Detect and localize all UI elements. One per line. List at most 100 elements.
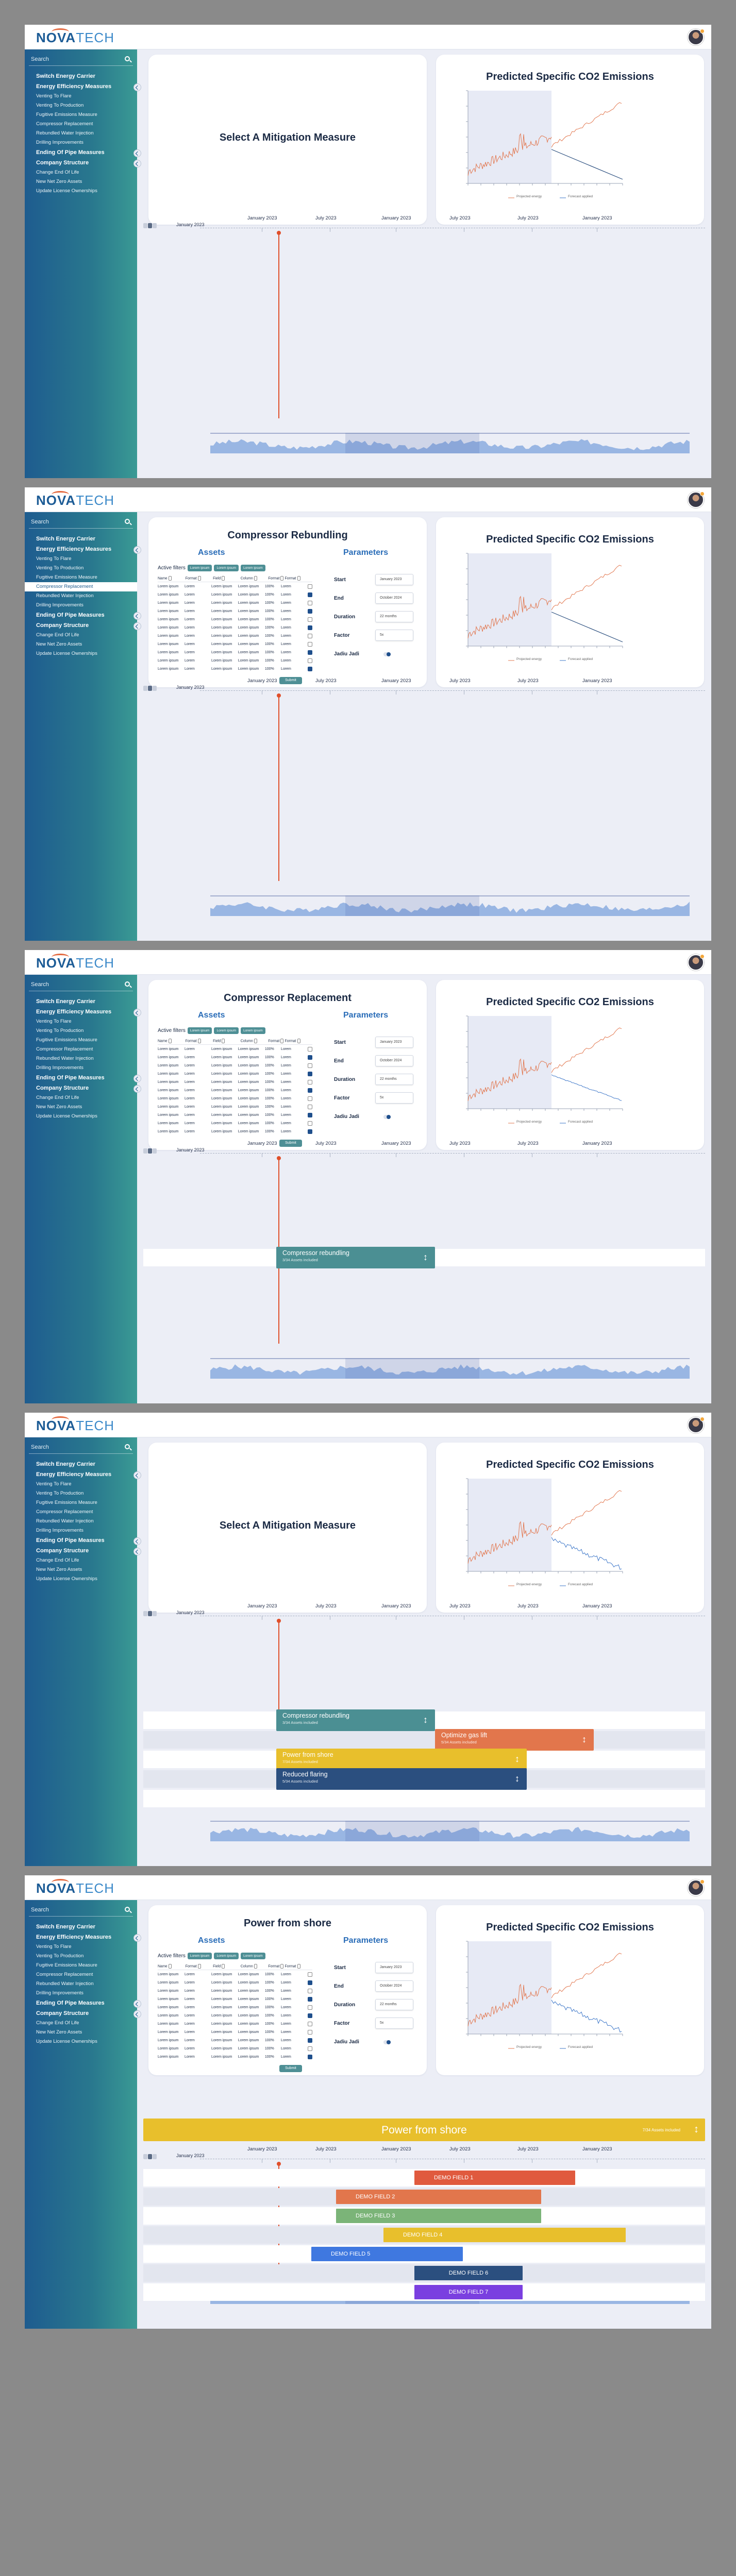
sidebar-item[interactable]: Change End Of Life [36, 1093, 137, 1103]
zoom-in-button[interactable] [153, 1611, 157, 1616]
submit-button[interactable]: Submit [279, 2065, 302, 2072]
row-checkbox[interactable] [308, 1063, 313, 1068]
row-checkbox[interactable] [308, 608, 313, 614]
sidebar-item[interactable]: Venting To Production [36, 564, 137, 573]
demo-field-bar[interactable]: DEMO FIELD 6 [414, 2266, 523, 2280]
zoom-buttons[interactable] [143, 222, 159, 228]
measure-bar-shore[interactable]: Power from shore 7/34 Assets included ↕ [276, 1749, 527, 1770]
row-checkbox[interactable] [308, 658, 313, 663]
current-date-handle[interactable] [277, 1156, 281, 1160]
chevron-icon[interactable] [133, 622, 141, 630]
table-row[interactable]: Lorem ipsum Lorem Lorem ipsum Lorem ipsum 10… [158, 615, 313, 623]
demo-field-bar[interactable]: DEMO FIELD 1 [414, 2171, 575, 2185]
zoom-in-button[interactable] [153, 223, 157, 228]
sidebar-item[interactable]: Energy Efficiency Measures [36, 81, 141, 92]
column-header[interactable]: Format [186, 576, 213, 581]
current-date-handle[interactable] [277, 2162, 281, 2166]
sidebar-item[interactable]: Compressor Replacement [36, 1045, 137, 1054]
zoom-reset-button[interactable] [148, 2154, 152, 2159]
sidebar-item[interactable]: Venting To Production [36, 1489, 137, 1498]
filter-chip[interactable]: Lorem ipsum [214, 1027, 239, 1034]
filter-chip[interactable]: Lorem ipsum [214, 1953, 239, 1959]
demo-field-bar[interactable]: DEMO FIELD 5 [311, 2247, 463, 2261]
row-checkbox[interactable] [308, 592, 313, 597]
chevron-icon[interactable] [133, 1537, 141, 1545]
sidebar-item[interactable]: Rebundled Water Injection [36, 1517, 137, 1526]
novatech-logo[interactable]: NOVATECH [36, 1879, 114, 1896]
chevron-icon[interactable] [133, 1934, 141, 1942]
sidebar-item[interactable]: Ending Of Pipe Measures [36, 1998, 141, 2008]
sidebar-item[interactable]: Change End Of Life [36, 2019, 137, 2028]
sidebar-search[interactable]: Search [29, 979, 133, 991]
column-header[interactable]: Field [213, 576, 241, 581]
zoom-in-button[interactable] [153, 2154, 157, 2159]
user-avatar[interactable] [688, 954, 705, 971]
zoom-out-button[interactable] [143, 1611, 147, 1616]
chevron-icon[interactable] [133, 1009, 141, 1016]
demo-field-bar[interactable]: DEMO FIELD 2 [336, 2190, 541, 2204]
table-row[interactable]: Lorem ipsum Lorem Lorem ipsum Lorem ipsum 10… [158, 1086, 313, 1094]
table-row[interactable]: Lorem ipsum Lorem Lorem ipsum Lorem ipsum 10… [158, 2044, 313, 2053]
zoom-out-button[interactable] [143, 2154, 147, 2159]
sidebar-item[interactable]: Fugitive Emissions Measure [36, 1961, 137, 1970]
row-checkbox[interactable] [308, 2046, 313, 2051]
column-header[interactable]: Format [285, 1039, 312, 1043]
zoom-reset-button[interactable] [148, 1611, 152, 1616]
resize-icon[interactable]: ↕ [515, 1773, 520, 1784]
sidebar-item[interactable]: Energy Efficiency Measures [36, 1469, 141, 1480]
row-checkbox[interactable] [308, 1088, 313, 1093]
current-date-line[interactable] [278, 233, 279, 418]
table-row[interactable]: Lorem ipsum Lorem Lorem ipsum Lorem ipsum 10… [158, 1995, 313, 2003]
sidebar-item[interactable]: Venting To Flare [36, 554, 137, 564]
sidebar-item[interactable]: Venting To Flare [36, 1942, 137, 1952]
resize-icon[interactable]: ↕ [582, 1734, 587, 1744]
user-avatar[interactable] [688, 29, 705, 45]
user-avatar[interactable] [688, 1417, 705, 1433]
column-header[interactable]: Column [241, 1039, 269, 1043]
filter-chip[interactable]: Lorem ipsum [241, 1953, 265, 1959]
table-row[interactable]: Lorem ipsum Lorem Lorem ipsum Lorem ipsum 10… [158, 599, 313, 607]
row-checkbox[interactable] [308, 1104, 313, 1109]
sidebar-item[interactable]: Switch Energy Carrier [36, 1922, 137, 1932]
parameter-input[interactable]: October 2024 [375, 1980, 413, 1992]
table-row[interactable]: Lorem ipsum Lorem Lorem ipsum Lorem ipsum 10… [158, 1070, 313, 1078]
minimap-window[interactable] [345, 895, 479, 916]
sidebar-item[interactable]: Ending Of Pipe Measures [36, 147, 141, 158]
table-row[interactable]: Lorem ipsum Lorem Lorem ipsum Lorem ipsum 10… [158, 1045, 313, 1053]
sidebar-item[interactable]: Energy Efficiency Measures [36, 544, 141, 554]
sidebar-item[interactable]: Fugitive Emissions Measure [36, 110, 137, 120]
sidebar-item[interactable]: Compressor Replacement [36, 1970, 137, 1979]
table-row[interactable]: Lorem ipsum Lorem Lorem ipsum Lorem ipsum 10… [158, 623, 313, 632]
zoom-in-button[interactable] [153, 686, 157, 691]
sidebar-item[interactable]: Compressor Replacement [25, 582, 137, 591]
parameter-input[interactable]: 5x [375, 2018, 413, 2029]
measure-bar-gaslift[interactable]: Optimize gas lift 5/34 Assets included ↕ [435, 1729, 594, 1751]
table-row[interactable]: Lorem ipsum Lorem Lorem ipsum Lorem ipsum 10… [158, 1119, 313, 1127]
table-row[interactable]: Lorem ipsum Lorem Lorem ipsum Lorem ipsum 10… [158, 2028, 313, 2036]
table-row[interactable]: Lorem ipsum Lorem Lorem ipsum Lorem ipsum 10… [158, 1094, 313, 1103]
chevron-icon[interactable] [133, 546, 141, 554]
parameter-input[interactable]: October 2024 [375, 1055, 413, 1066]
timeline-minimap[interactable] [210, 1821, 690, 1841]
sidebar-item[interactable]: Rebundled Water Injection [36, 591, 137, 601]
chevron-icon[interactable] [133, 83, 141, 91]
resize-icon[interactable]: ↕ [515, 1754, 520, 1764]
table-row[interactable]: Lorem ipsum Lorem Lorem ipsum Lorem ipsum 10… [158, 648, 313, 656]
parameter-toggle[interactable] [383, 1115, 391, 1119]
column-header[interactable]: Field [213, 1039, 241, 1043]
zoom-buttons[interactable] [143, 2153, 159, 2159]
chevron-icon[interactable] [133, 160, 141, 167]
row-checkbox[interactable] [308, 2038, 313, 2043]
table-row[interactable]: Lorem ipsum Lorem Lorem ipsum Lorem ipsum 10… [158, 2003, 313, 2011]
chevron-icon[interactable] [133, 1548, 141, 1555]
table-row[interactable]: Lorem ipsum Lorem Lorem ipsum Lorem ipsum 10… [158, 2053, 313, 2061]
table-row[interactable]: Lorem ipsum Lorem Lorem ipsum Lorem ipsum 10… [158, 640, 313, 648]
row-checkbox[interactable] [308, 1071, 313, 1076]
filter-chip[interactable]: Lorem ipsum [187, 565, 212, 571]
column-header[interactable]: Format [285, 576, 312, 581]
parameter-input[interactable]: 22 months [375, 1074, 413, 1085]
table-row[interactable]: Lorem ipsum Lorem Lorem ipsum Lorem ipsum 10… [158, 2011, 313, 2020]
sidebar-item[interactable]: Company Structure [36, 158, 141, 168]
row-checkbox[interactable] [308, 625, 313, 630]
zoom-in-button[interactable] [153, 1148, 157, 1154]
